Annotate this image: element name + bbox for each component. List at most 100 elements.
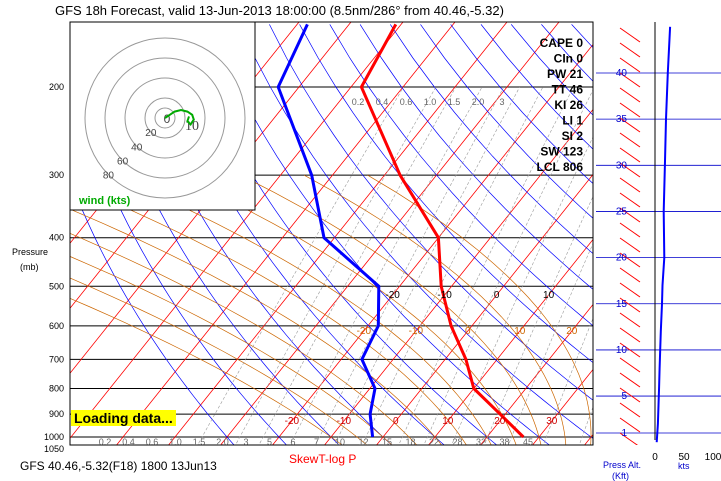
pressure-tick-label: 1000 (44, 432, 64, 442)
mixing-ratio-label: 12 (358, 437, 368, 447)
moist-adiabat (0, 175, 346, 447)
index-cin: CIn 0 (554, 52, 584, 66)
pressure-tick-label: 500 (49, 281, 64, 291)
wind-barb (620, 328, 640, 342)
pressure-tick-label: 600 (49, 321, 64, 331)
index-lcl: LCL 806 (537, 160, 584, 174)
mixing-ratio-label: 2.0 (216, 437, 229, 447)
wind-barb (620, 223, 640, 237)
hodograph-ring-label: 80 (103, 171, 115, 182)
mixing-ratio-label: 2.0 (472, 97, 485, 107)
wind-barb (620, 358, 640, 372)
wind-barb (620, 88, 640, 102)
mixing-ratio-label: 1.5 (448, 97, 461, 107)
mixing-ratio-label: 3 (243, 437, 248, 447)
pressure-tick-label: 900 (49, 409, 64, 419)
wind-barb (620, 133, 640, 147)
mixing-ratio-label: 18 (405, 437, 415, 447)
altitude-tick-label: 40 (616, 68, 628, 79)
altitude-tick-label: 35 (616, 114, 628, 125)
mixing-ratio-label: 1.5 (193, 437, 206, 447)
mixing-ratio-label: 1.0 (424, 97, 437, 107)
wind-barb (620, 403, 640, 417)
altitude-tick-label: 30 (616, 160, 628, 171)
mixing-ratio-label: 1.0 (169, 437, 182, 447)
mixing-ratio-line (333, 87, 520, 448)
isotherm-label-low: -10 (337, 416, 352, 427)
mixing-ratio-line (451, 87, 618, 448)
wind-barb (620, 28, 640, 42)
altitude-tick-label: 5 (621, 391, 627, 402)
isotherm-label: -10 (437, 290, 452, 301)
index-sw: SW 123 (540, 145, 583, 159)
dry-adiabat (481, 24, 721, 447)
pressure-tick-label: 800 (49, 383, 64, 393)
wind-barb (620, 178, 640, 192)
isotherm-label-low: 10 (442, 416, 454, 427)
isotherm-label-low: 0 (393, 416, 399, 427)
isotherm-label: 0 (494, 290, 500, 301)
kts-tick-label: 100 (705, 452, 721, 463)
isotherm-label-mid: 10 (514, 326, 526, 337)
isotherm-label-mid: 20 (566, 326, 578, 337)
wind-barb (620, 43, 640, 57)
wind-barb (620, 238, 640, 252)
mixing-ratio-label: 6 (290, 437, 295, 447)
dry-adiabat (602, 24, 721, 447)
index-ki: KI 26 (554, 98, 583, 112)
mixing-ratio-label: 45 (523, 437, 533, 447)
isotherm-label-mid: -20 (357, 326, 372, 337)
loading-indicator: Loading data... (71, 410, 176, 426)
index-cape: CAPE 0 (540, 36, 584, 50)
footer-chart-type: SkewT-log P (289, 452, 356, 466)
moist-adiabat (368, 175, 591, 447)
footer-station: GFS 40.46,-5.32(F18) 1800 13Jun13 (20, 459, 217, 473)
mixing-ratio-label: 0.6 (400, 97, 413, 107)
wind-barb (620, 373, 640, 387)
dry-adiabat (632, 24, 721, 447)
mixing-ratio-label: 0.6 (146, 437, 159, 447)
wind-barb (620, 268, 640, 282)
isotherm (221, 22, 559, 445)
isotherm-label: 10 (543, 290, 555, 301)
isotherm-label-mid: 0 (465, 326, 471, 337)
mixing-ratio-label: 32 (476, 437, 486, 447)
dry-adiabat (451, 24, 721, 447)
pressure-tick-label: 200 (49, 82, 64, 92)
mixing-ratio-label: 0.2 (99, 437, 112, 447)
index-li: LI 1 (562, 114, 583, 128)
altitude-tick-label: 15 (616, 299, 628, 310)
dry-adiabat (269, 24, 658, 447)
mixing-ratio-label: 3 (499, 97, 504, 107)
hodograph-ring-label: 40 (131, 142, 143, 153)
mixing-ratio-label: 38 (499, 437, 509, 447)
mixing-ratio-line (578, 87, 721, 448)
moist-adiabat (0, 175, 370, 447)
pressure-tick-label: 700 (49, 354, 64, 364)
mixing-ratio-label: 7 (314, 437, 319, 447)
isotherm (481, 22, 721, 445)
dry-adiabat (572, 24, 721, 447)
mixing-ratio-label: 0.2 (352, 97, 365, 107)
wind-speed-profile (657, 27, 670, 442)
dry-adiabat (511, 24, 721, 447)
hodograph-ring-label: 60 (117, 156, 129, 167)
isotherm (585, 22, 721, 445)
dry-adiabat (330, 24, 721, 447)
hodograph-frame (70, 22, 255, 210)
mixing-ratio-label: 22 (429, 437, 439, 447)
altitude-tick-label: 25 (616, 206, 628, 217)
moist-adiabat (0, 175, 395, 447)
index-pw: PW 21 (547, 67, 583, 81)
kts-tick-label: 0 (652, 452, 658, 463)
altitude-tick-label: 10 (616, 345, 628, 356)
mixing-ratio-label: 0.4 (122, 437, 135, 447)
isotherm-label: -20 (385, 290, 400, 301)
mixing-ratio-label: 0.4 (376, 97, 389, 107)
isotherm-label-mid: -10 (409, 326, 424, 337)
pressure-tick-label: 300 (49, 170, 64, 180)
pressure-tick-label: 400 (49, 233, 64, 243)
altitude-tick-label: 20 (616, 253, 628, 264)
altitude-axis-label: Press Alt. (603, 460, 641, 470)
